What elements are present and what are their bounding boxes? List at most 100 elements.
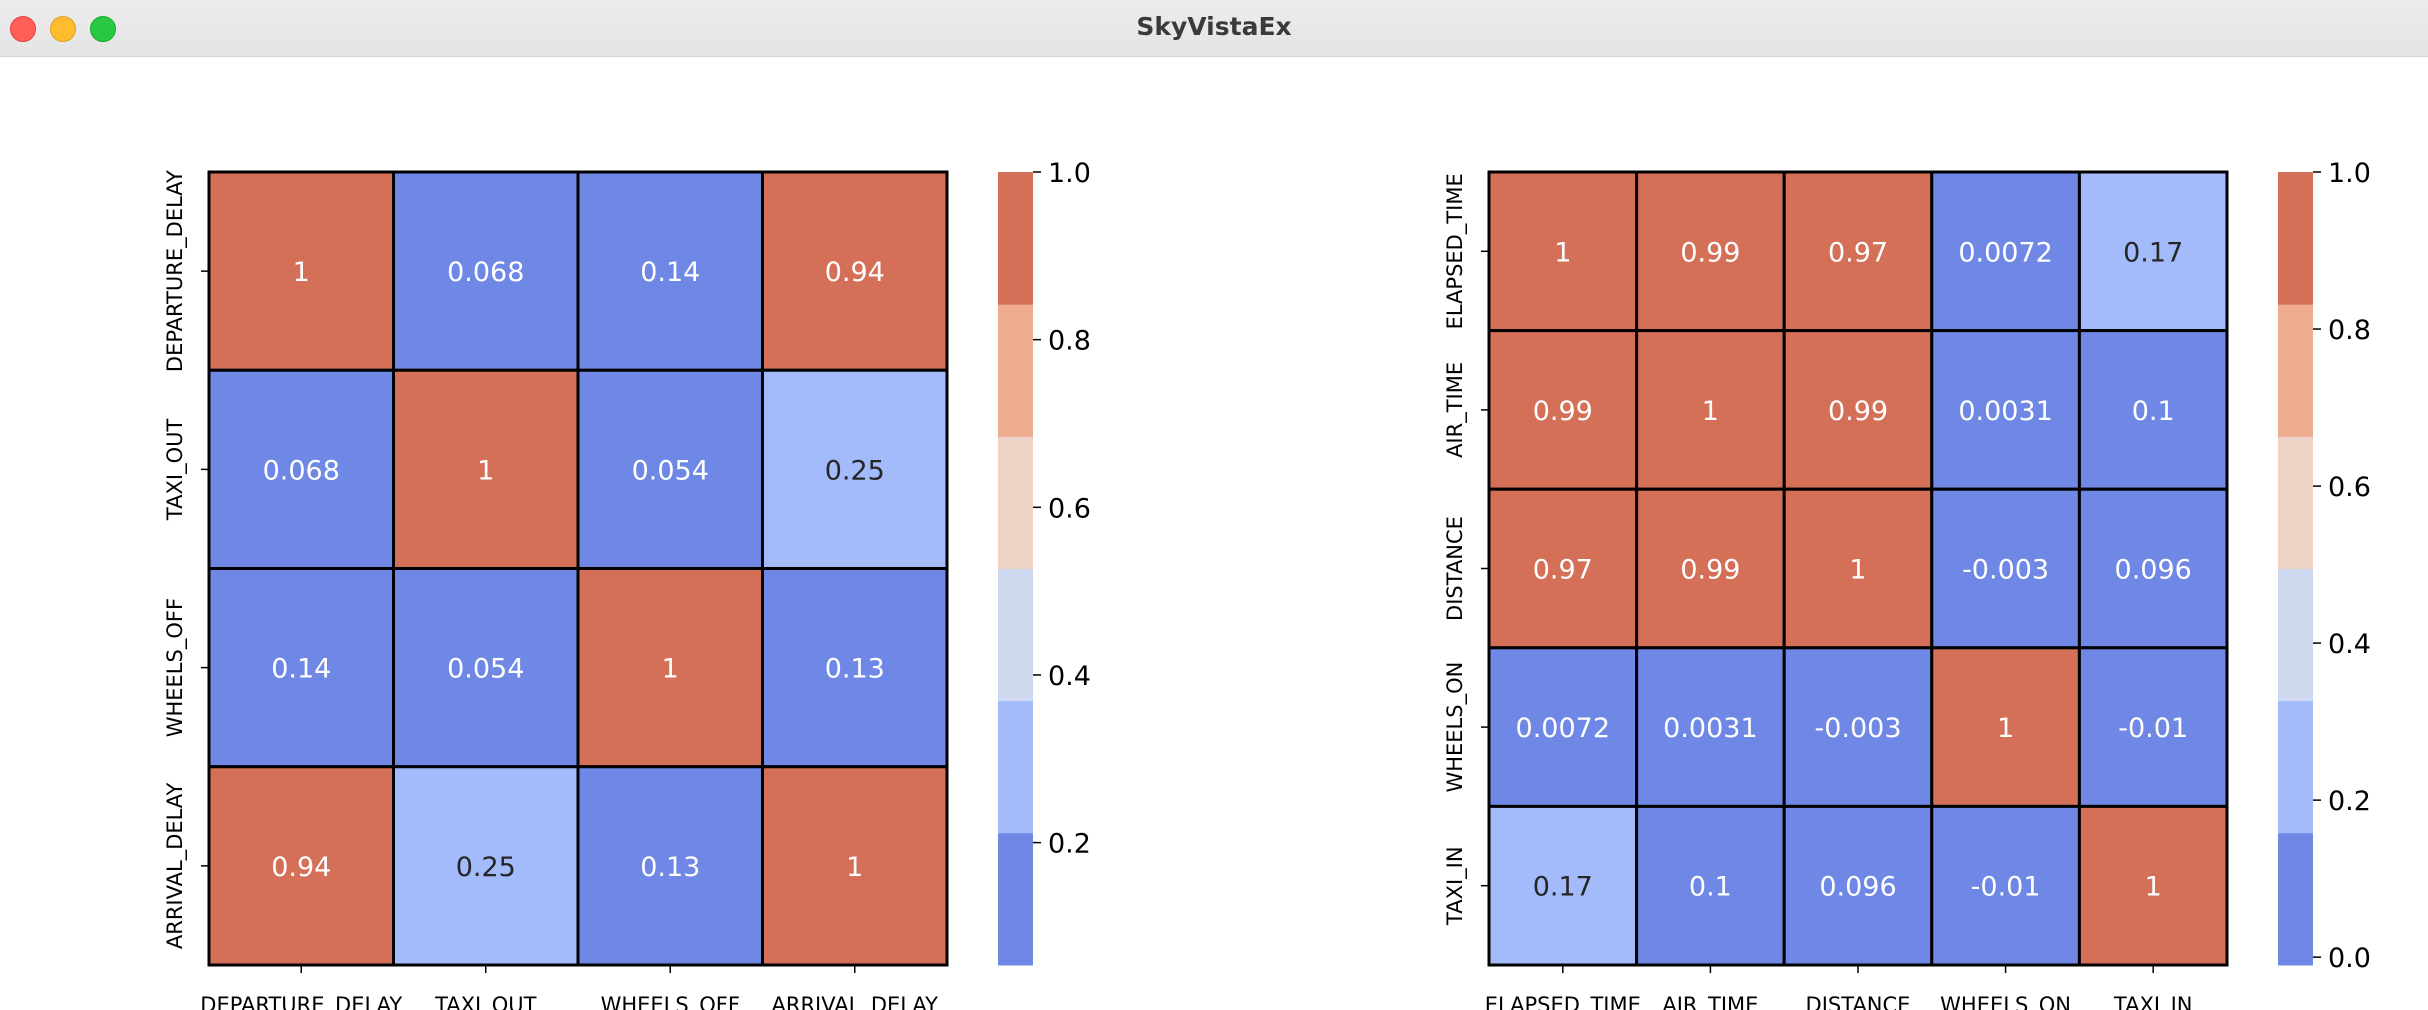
cell-value-label: -0.01 <box>2118 713 2188 744</box>
heatmap-cell <box>576 765 764 967</box>
x-tick-label: AIR_TIME <box>1662 993 1758 1010</box>
close-window-button[interactable] <box>10 16 36 42</box>
cell-value-label: 0.17 <box>1533 872 1593 903</box>
cell-value-label: 0.0031 <box>1663 713 1757 744</box>
y-tick-label: ELAPSED_TIME <box>1443 173 1468 329</box>
zoom-window-button[interactable] <box>90 16 116 42</box>
colorbar-segment <box>998 172 1033 305</box>
colorbar-segment <box>2278 832 2313 966</box>
y-tick-label: WHEELS_ON <box>1443 662 1468 793</box>
cell-value-label: 0.99 <box>1533 396 1593 427</box>
cell-value-label: 1 <box>846 852 863 883</box>
heatmap-cell <box>576 170 764 372</box>
x-tick-label: WHEELS_OFF <box>601 993 740 1010</box>
colorbar-segment <box>2278 436 2313 569</box>
colorbar-tick-label: 1.0 <box>1048 158 1091 189</box>
colorbar-tick-label: 1.0 <box>2328 158 2371 189</box>
cell-value-label: 0.054 <box>447 654 524 685</box>
cell-value-label: 0.99 <box>1680 237 1740 268</box>
colorbar-tick-label: 0.4 <box>1048 661 1091 692</box>
heatmap-cell <box>2077 487 2229 650</box>
cell-value-label: 1 <box>662 654 679 685</box>
cell-value-label: 1 <box>1849 555 1866 586</box>
heatmap-cell <box>576 368 764 570</box>
colorbar-tick-label: 0.2 <box>2328 786 2371 817</box>
heatmap-cell <box>761 368 949 570</box>
y-tick-label: ARRIVAL_DELAY <box>163 782 188 949</box>
colorbar-tick-label: 0.6 <box>2328 472 2371 503</box>
heatmap-cell <box>207 170 395 372</box>
y-tick-label: DEPARTURE_DELAY <box>163 170 188 372</box>
colorbar-segment <box>998 832 1033 966</box>
cell-value-label: 0.096 <box>1819 872 1896 903</box>
heatmap-cell <box>576 567 764 769</box>
x-tick-label: ARRIVAL_DELAY <box>771 993 938 1010</box>
cell-value-label: 0.97 <box>1828 237 1888 268</box>
colorbar-tick-label: 0.2 <box>1048 829 1091 860</box>
colorbar-tick-label: 0.0 <box>2328 943 2371 974</box>
cell-value-label: 0.99 <box>1828 396 1888 427</box>
x-tick-label: TAXI_OUT <box>434 993 537 1010</box>
cell-value-label: 0.13 <box>825 654 885 685</box>
heatmap-cell <box>1487 329 1639 491</box>
cell-value-label: -0.01 <box>1971 872 2041 903</box>
window-title: SkyVistaEx <box>1136 12 1292 41</box>
colorbar-tick-label: 0.8 <box>1048 326 1091 357</box>
heatmap-cell <box>761 765 949 967</box>
colorbar-tick-label: 0.6 <box>1048 493 1091 524</box>
heatmap-cell <box>1930 804 2081 967</box>
cell-value-label: 0.068 <box>263 455 340 486</box>
colorbar-segment <box>998 568 1033 702</box>
x-tick-label: ELAPSED_TIME <box>1485 993 1641 1010</box>
cell-value-label: 0.14 <box>640 257 700 288</box>
cell-value-label: 0.0072 <box>1958 237 2052 268</box>
cell-value-label: 0.054 <box>632 455 709 486</box>
colorbar-segment <box>998 304 1033 437</box>
heatmap-cell <box>1487 804 1639 967</box>
y-tick-label: WHEELS_OFF <box>163 598 188 737</box>
heatmap-cell <box>2077 170 2229 333</box>
cell-value-label: 0.97 <box>1533 555 1593 586</box>
cell-value-label: 0.14 <box>271 654 331 685</box>
colorbar-tick-label: 0.4 <box>2328 629 2371 660</box>
cell-value-label: 1 <box>477 455 494 486</box>
cell-value-label: 0.068 <box>447 257 524 288</box>
cell-value-label: 1 <box>293 257 310 288</box>
heatmap-1: 1 0.068 0.14 0.94 0.068 1 0.054 0.25 0.14 0.054 1 0… <box>163 158 1091 1010</box>
colorbar-segment <box>2278 172 2313 305</box>
cell-value-label: 1 <box>1702 396 1719 427</box>
cell-value-label: 0.17 <box>2123 237 2183 268</box>
heatmap-cell <box>1635 329 1786 491</box>
x-tick-label: DISTANCE <box>1806 993 1911 1010</box>
cell-value-label: 0.096 <box>2115 555 2192 586</box>
cell-value-label: 0.99 <box>1680 555 1740 586</box>
cell-value-label: 0.25 <box>456 852 516 883</box>
cell-value-label: 0.94 <box>825 257 885 288</box>
heatmap-cell <box>1487 170 1639 333</box>
title-bar: SkyVistaEx <box>0 0 2428 57</box>
y-tick-label: TAXI_OUT <box>163 419 188 522</box>
heatmap-cell <box>2077 804 2229 967</box>
heatmap-cell <box>2077 646 2229 808</box>
colorbar-segment <box>2278 568 2313 702</box>
y-tick-label: TAXI_IN <box>1443 846 1468 926</box>
heatmap-2: 1 0.99 0.97 0.0072 0.17 0.99 1 0.99 0.0031 0.1 0.9… <box>1443 158 2371 1010</box>
heatmap-cell <box>1930 329 2081 491</box>
cell-value-label: -0.003 <box>1814 713 1901 744</box>
cell-value-label: -0.003 <box>1962 555 2049 586</box>
y-tick-label: DISTANCE <box>1443 516 1467 621</box>
cell-value-label: 0.94 <box>271 852 331 883</box>
minimize-window-button[interactable] <box>50 16 76 42</box>
cell-value-label: 0.0072 <box>1516 713 1610 744</box>
cell-value-label: 1 <box>2145 872 2162 903</box>
x-tick-label: WHEELS_ON <box>1940 993 2071 1010</box>
cell-value-label: 0.1 <box>1689 872 1732 903</box>
colorbar-tick-label: 0.8 <box>2328 315 2371 346</box>
heatmap-cell <box>1635 646 1786 808</box>
colorbar-segment <box>998 700 1033 834</box>
cell-value-label: 0.13 <box>640 852 700 883</box>
heatmap-cell <box>1930 487 2081 650</box>
y-tick-label: AIR_TIME <box>1443 362 1468 458</box>
heatmap-cell <box>207 567 395 769</box>
